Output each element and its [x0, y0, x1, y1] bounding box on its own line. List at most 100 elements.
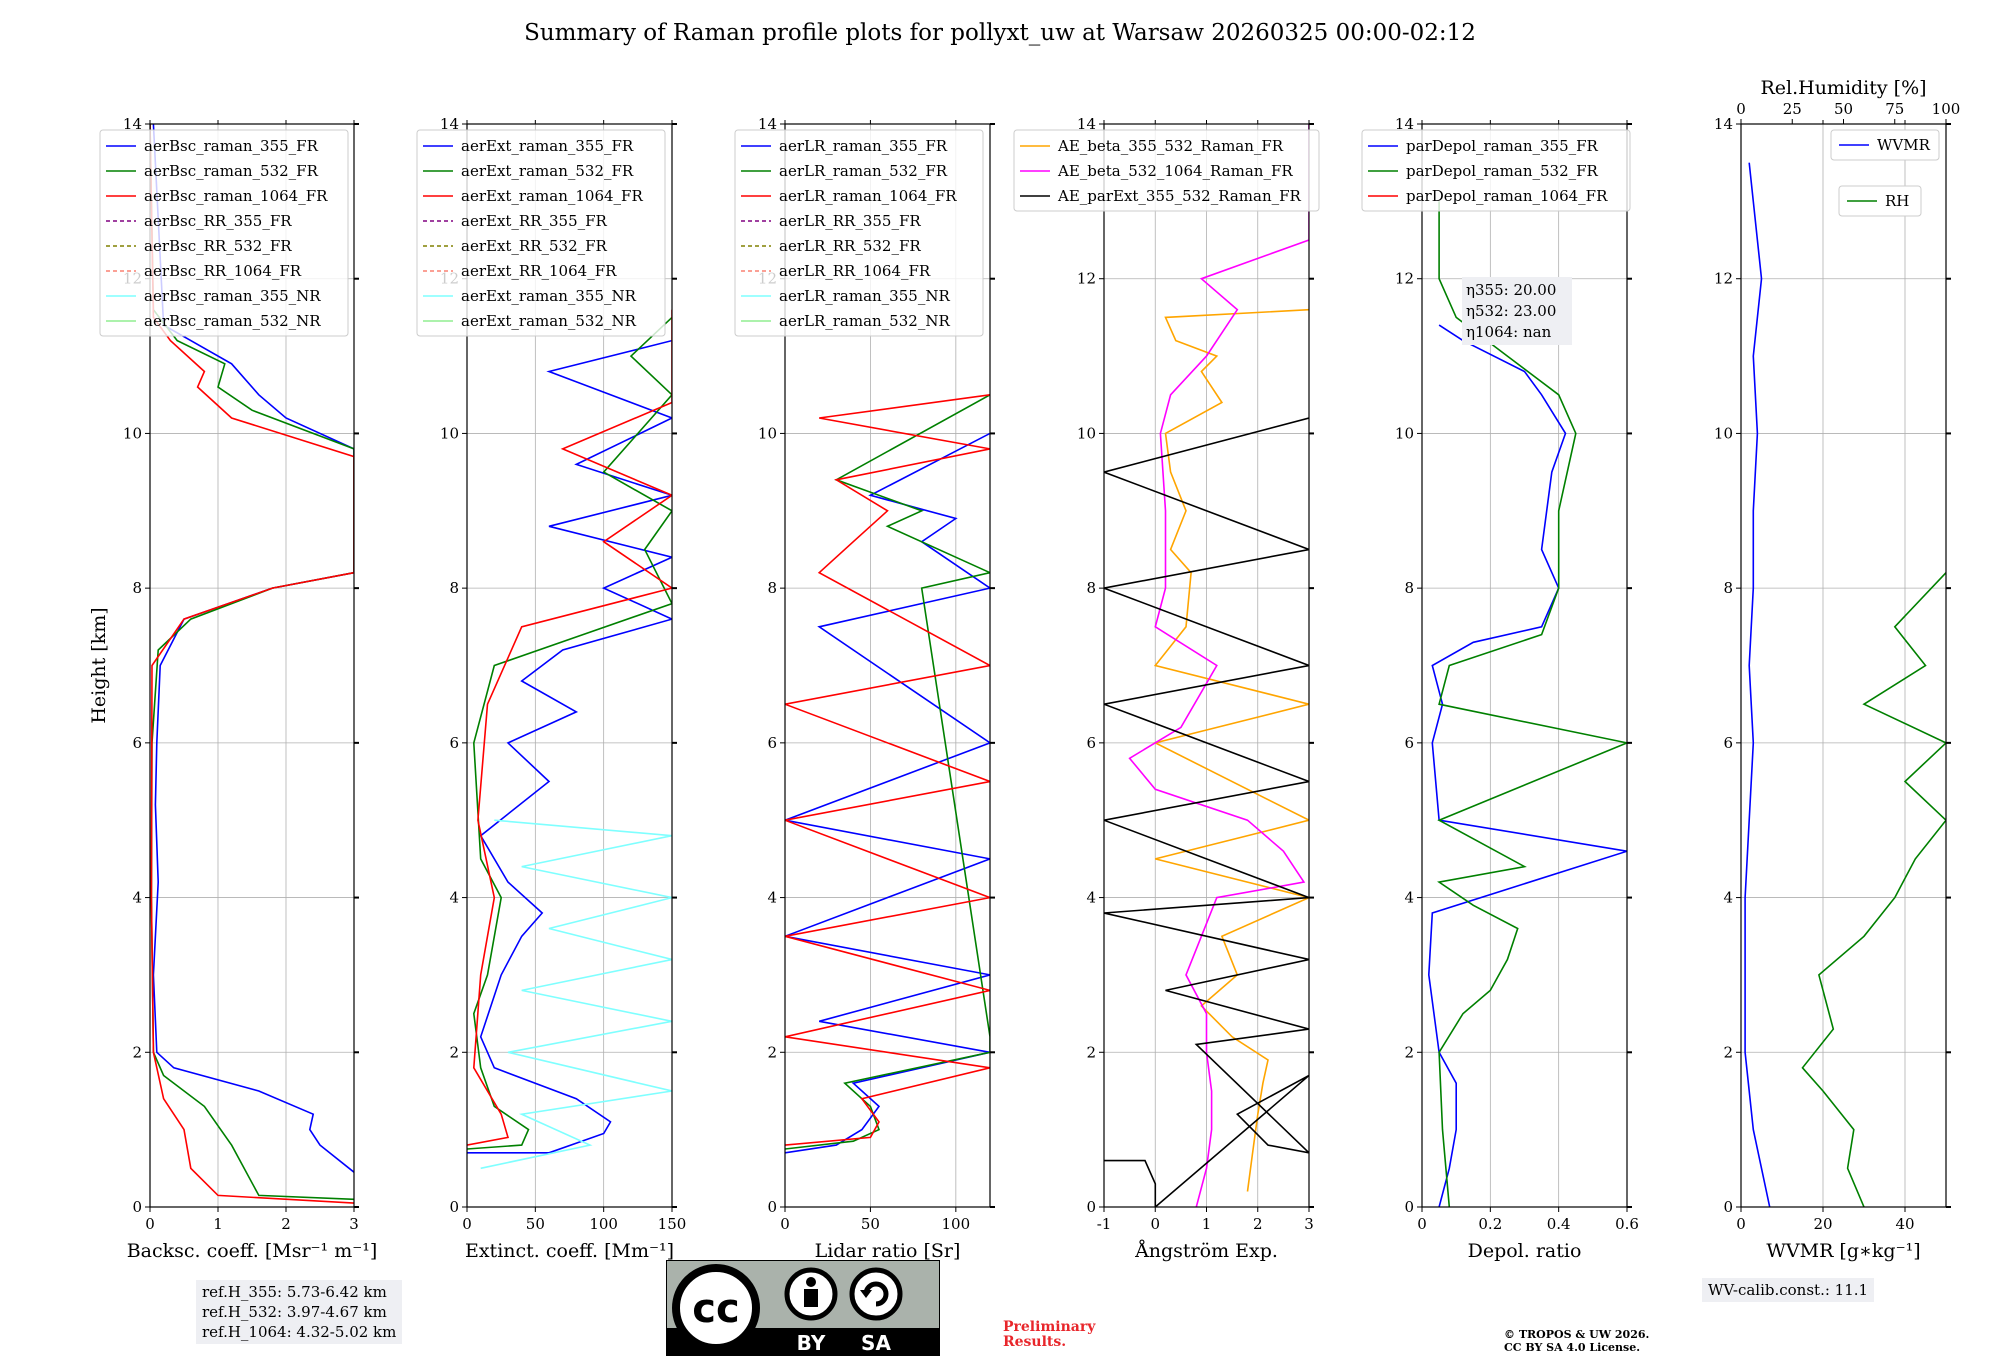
y-tick-label: 10: [123, 424, 142, 442]
series-aerBsc_raman_1064_FR: [150, 124, 354, 1204]
y-tick-label: 8: [767, 579, 777, 597]
legend-label: aerExt_RR_355_FR: [461, 212, 608, 230]
plot-frame: [466, 123, 673, 1208]
legend-label: AE_parExt_355_532_Raman_FR: [1057, 187, 1302, 205]
y-tick-label: 6: [1086, 734, 1096, 752]
data-area: [785, 394, 990, 1154]
series-parDepol_raman_532_FR: [1437, 201, 1627, 1207]
y-tick-label: 2: [1404, 1043, 1414, 1061]
y-tick-label: 4: [132, 889, 142, 907]
legend-label: aerBsc_RR_532_FR: [144, 237, 292, 255]
legend-label: aerBsc_raman_532_NR: [144, 312, 321, 330]
y-tick-label: 4: [1086, 889, 1096, 907]
x-tick-label: 2: [281, 1215, 291, 1233]
top-x-tick-label: 0: [1736, 100, 1746, 118]
annotation-line: η1064: nan: [1466, 323, 1552, 341]
x-tick-label: 150: [658, 1215, 687, 1233]
panel-ext: 05010015002468101214Extinct. coeff. [Mm⁻…: [416, 115, 687, 1262]
plot-frame: [1421, 123, 1628, 1208]
y-tick-label: 0: [132, 1198, 142, 1216]
y-tick-label: 10: [1395, 424, 1414, 442]
y-tick-label: 8: [1404, 579, 1414, 597]
y-tick-label: 6: [449, 734, 459, 752]
preliminary-line-1: Preliminary: [1003, 1319, 1096, 1335]
data-area: [1104, 124, 1309, 1207]
legend-label: aerLR_RR_532_FR: [779, 237, 921, 255]
y-tick-label: 12: [1714, 270, 1733, 288]
legend: parDepol_raman_355_FR parDepol_raman_532_…: [1361, 129, 1631, 212]
legend-label: aerLR_raman_355_FR: [779, 137, 948, 155]
x-axis-label: Extinct. coeff. [Mm⁻¹]: [465, 1240, 674, 1262]
y-tick-label: 8: [449, 579, 459, 597]
y-tick-label: 12: [1395, 270, 1414, 288]
y-tick-label: 4: [449, 889, 459, 907]
x-tick-label: 0: [145, 1215, 155, 1233]
y-tick-label: 2: [1086, 1043, 1096, 1061]
legend-label: aerLR_RR_1064_FR: [779, 262, 931, 280]
y-tick-label: 14: [1714, 115, 1733, 133]
series-AE_parExt_355_532_Raman_FR: [1104, 417, 1309, 1207]
y-tick-label: 14: [440, 115, 459, 133]
y-tick-label: 4: [1723, 889, 1733, 907]
plot-frame: [149, 123, 355, 1208]
series-aerExt_raman_532_FR: [467, 316, 672, 1150]
legend-box: [99, 129, 349, 337]
y-tick-label: 4: [1404, 889, 1414, 907]
legend-box: [734, 129, 984, 337]
by-label: BY: [797, 1331, 826, 1355]
y-tick-label: 6: [1723, 734, 1733, 752]
share-alike-icon: [849, 1267, 903, 1321]
legend-label: aerBsc_RR_355_FR: [144, 212, 292, 230]
legend-box: [1830, 129, 1940, 161]
legend-label: aerExt_raman_532_NR: [461, 312, 637, 330]
series-aerExt_raman_355_NR: [480, 819, 672, 1170]
plot-frame: [784, 123, 991, 1208]
x-tick-label: 0: [1150, 1215, 1160, 1233]
x-tick-label: 0.4: [1547, 1215, 1571, 1233]
x-axis-label: Backsc. coeff. [Msr⁻¹ m⁻¹]: [127, 1240, 378, 1262]
ref-height-1064: ref.H_1064: 4.32-5.02 km: [202, 1323, 397, 1341]
top-axis-label: Rel.Humidity [%]: [1760, 77, 1926, 99]
x-tick-label: 1: [213, 1215, 223, 1233]
y-tick-label: 2: [1723, 1043, 1733, 1061]
copyright-note: © TROPOS & UW 2026. CC BY SA 4.0 License…: [1504, 1328, 1649, 1354]
y-tick-label: 0: [1723, 1198, 1733, 1216]
data-area: [1744, 162, 1946, 1207]
x-axis-label: Depol. ratio: [1468, 1240, 1582, 1262]
legend: WVMR RH: [1830, 129, 1940, 217]
x-tick-label: 0: [462, 1215, 472, 1233]
annotation-line: η532: 23.00: [1466, 302, 1556, 320]
series-WVMR: [1744, 162, 1771, 1207]
x-tick-label: 20: [1813, 1215, 1832, 1233]
series-aerLR_raman_1064_FR: [785, 394, 990, 1146]
y-tick-label: 8: [1723, 579, 1733, 597]
x-tick-label: 100: [942, 1215, 971, 1233]
legend-label: aerBsc_raman_355_FR: [144, 137, 319, 155]
series-AE_beta_532_1064_Raman_FR: [1128, 124, 1309, 1207]
wv-calib-box: WV-calib.const.: 11.1: [1702, 1278, 1875, 1302]
y-tick-label: 2: [132, 1043, 142, 1061]
legend-label: aerBsc_raman_532_FR: [144, 162, 319, 180]
top-x-tick-label: 75: [1885, 100, 1904, 118]
x-tick-label: 40: [1895, 1215, 1914, 1233]
y-tick-label: 0: [1404, 1198, 1414, 1216]
copyright-line-2: CC BY SA 4.0 License.: [1504, 1341, 1641, 1354]
y-tick-label: 6: [767, 734, 777, 752]
ref-height-box: ref.H_355: 5.73-6.42 km ref.H_532: 3.97-…: [196, 1280, 403, 1344]
wv-calib-text: WV-calib.const.: 11.1: [1708, 1281, 1869, 1299]
ref-height-355: ref.H_355: 5.73-6.42 km: [202, 1283, 387, 1301]
series-aerLR_raman_532_FR: [785, 394, 990, 1150]
cc-icon: [672, 1264, 760, 1352]
legend-label: parDepol_raman_355_FR: [1406, 137, 1599, 155]
x-tick-label: 100: [589, 1215, 618, 1233]
y-tick-label: 10: [1714, 424, 1733, 442]
y-tick-label: 8: [1086, 579, 1096, 597]
top-x-tick-label: 25: [1783, 100, 1802, 118]
panel-bsc: 012302468101214Backsc. coeff. [Msr⁻¹ m⁻¹…: [88, 115, 377, 1262]
y-tick-label: 6: [132, 734, 142, 752]
legend-label: aerLR_RR_355_FR: [779, 212, 921, 230]
legend-label: parDepol_raman_1064_FR: [1406, 187, 1608, 205]
y-tick-label: 10: [1077, 424, 1096, 442]
y-axis-label: Height [km]: [88, 607, 110, 723]
x-tick-label: 50: [526, 1215, 545, 1233]
